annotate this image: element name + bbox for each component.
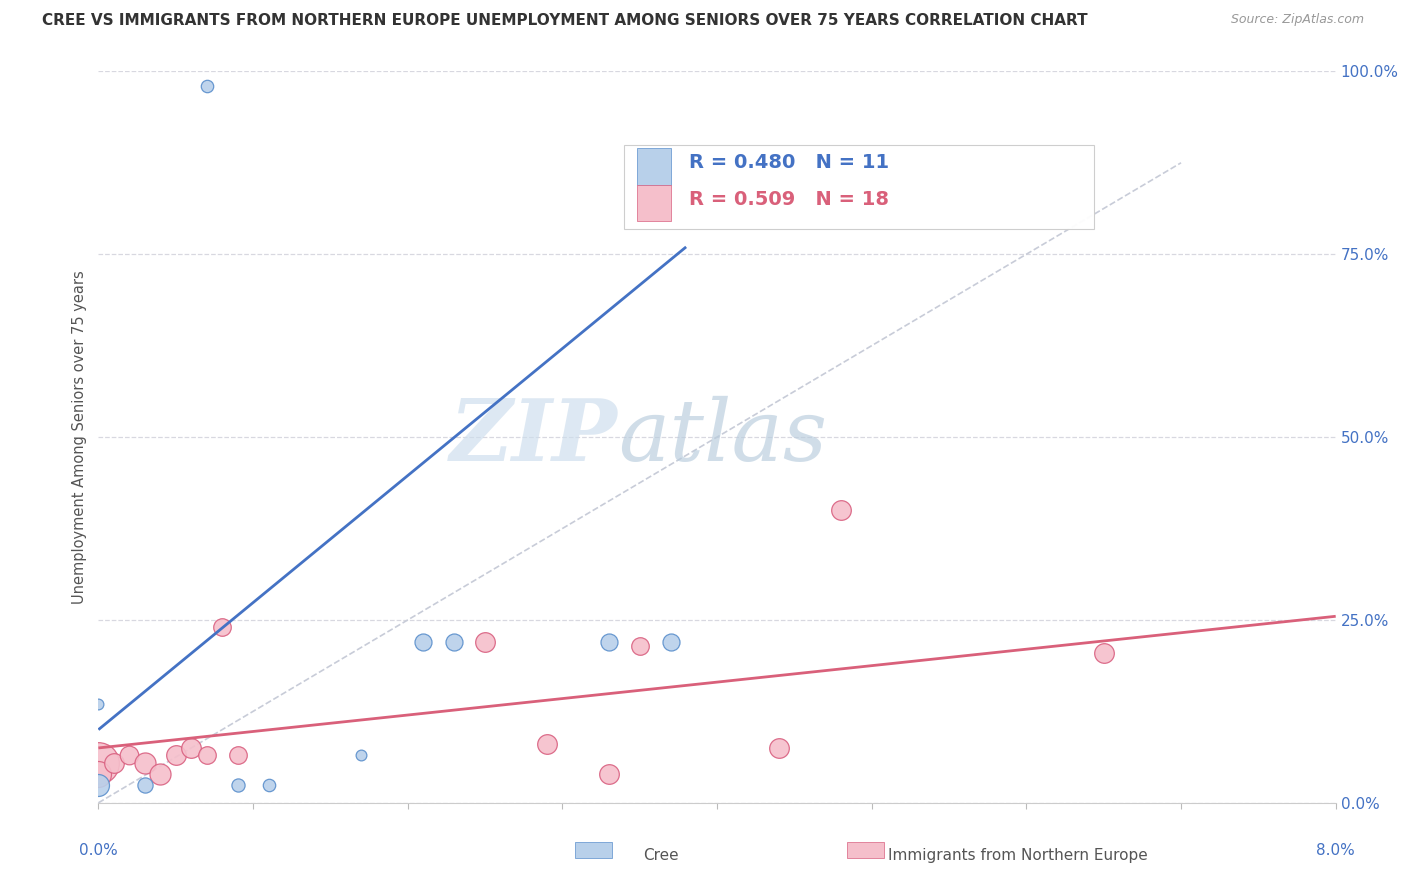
Point — [768, 740, 790, 755]
Point — [226, 777, 249, 792]
Text: R = 0.509   N = 18: R = 0.509 N = 18 — [689, 190, 889, 209]
Point — [165, 748, 187, 763]
Point — [87, 756, 110, 770]
Point — [195, 748, 218, 763]
Point — [103, 756, 125, 770]
Point — [134, 777, 156, 792]
Point — [628, 639, 651, 653]
Text: CREE VS IMMIGRANTS FROM NORTHERN EUROPE UNEMPLOYMENT AMONG SENIORS OVER 75 YEARS: CREE VS IMMIGRANTS FROM NORTHERN EUROPE … — [42, 13, 1088, 29]
Text: Source: ZipAtlas.com: Source: ZipAtlas.com — [1230, 13, 1364, 27]
Point — [149, 766, 172, 780]
Point — [1092, 646, 1115, 660]
Point — [474, 635, 496, 649]
FancyBboxPatch shape — [637, 148, 671, 185]
Point — [830, 503, 852, 517]
Point — [598, 766, 620, 780]
FancyBboxPatch shape — [624, 145, 1094, 228]
Text: Immigrants from Northern Europe: Immigrants from Northern Europe — [887, 848, 1147, 863]
FancyBboxPatch shape — [846, 841, 884, 858]
Point — [118, 748, 141, 763]
Point — [257, 777, 280, 792]
Point — [211, 620, 233, 634]
Text: atlas: atlas — [619, 396, 827, 478]
Point — [598, 635, 620, 649]
Point — [180, 740, 202, 755]
Text: ZIP: ZIP — [450, 395, 619, 479]
Text: R = 0.480   N = 11: R = 0.480 N = 11 — [689, 153, 889, 172]
Point — [226, 748, 249, 763]
Y-axis label: Unemployment Among Seniors over 75 years: Unemployment Among Seniors over 75 years — [72, 270, 87, 604]
FancyBboxPatch shape — [575, 841, 612, 858]
Point — [443, 635, 465, 649]
Text: 0.0%: 0.0% — [79, 843, 118, 858]
Point — [536, 737, 558, 751]
Point — [87, 697, 110, 711]
Point — [134, 756, 156, 770]
Point — [659, 635, 682, 649]
Text: 8.0%: 8.0% — [1316, 843, 1355, 858]
Point — [195, 78, 218, 93]
FancyBboxPatch shape — [637, 185, 671, 221]
Point — [87, 777, 110, 792]
Point — [350, 748, 373, 763]
Text: Cree: Cree — [643, 848, 679, 863]
Point — [87, 766, 110, 780]
Point — [412, 635, 434, 649]
